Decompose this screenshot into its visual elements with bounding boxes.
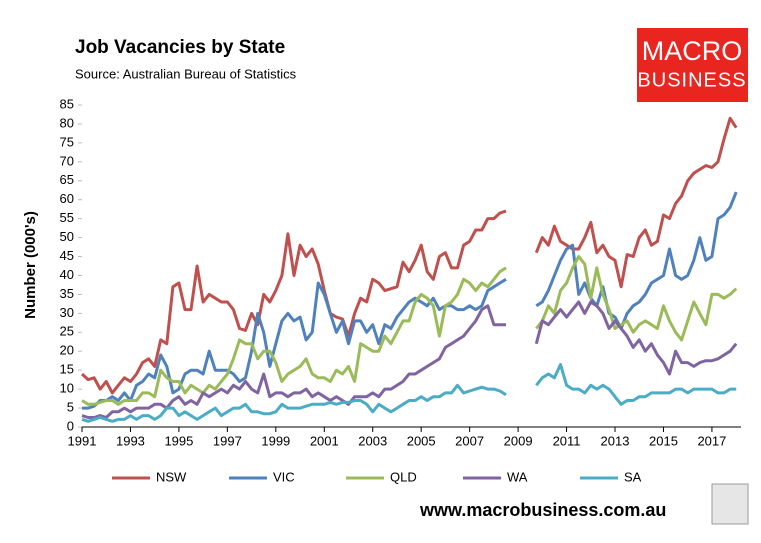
y-tick-label: 75 <box>60 134 74 149</box>
y-tick-label: 35 <box>60 286 74 301</box>
series-line <box>81 255 738 406</box>
y-tick-label: 45 <box>60 248 74 263</box>
logo-box <box>637 28 748 102</box>
y-tick-label: 65 <box>60 172 74 187</box>
legend-label: QLD <box>390 469 417 484</box>
legend-label: WA <box>507 469 528 484</box>
legend-label: SA <box>624 469 642 484</box>
x-tick-label: 2011 <box>553 433 581 448</box>
y-tick-label: 80 <box>60 115 74 130</box>
x-tick-label: 2009 <box>504 433 533 448</box>
y-tick-label: 50 <box>60 229 74 244</box>
footer: www.macrobusiness.com.au <box>419 500 666 520</box>
y-tick-label: 55 <box>60 210 74 225</box>
x-tick-label: 2015 <box>649 433 678 448</box>
chart-subtitle: Source: Australian Bureau of Statistics <box>75 66 297 81</box>
x-tick-label: 2007 <box>455 433 484 448</box>
x-tick-label: 2005 <box>407 433 436 448</box>
y-tick-label: 30 <box>60 305 74 320</box>
logo-text: MACRO <box>642 36 743 66</box>
x-tick-label: 1995 <box>164 433 193 448</box>
series-line <box>82 191 738 410</box>
series-line <box>81 300 738 419</box>
x-tick-label: 2017 <box>697 433 726 448</box>
y-tick-label: 20 <box>60 343 74 358</box>
y-tick-label: 40 <box>60 267 74 282</box>
x-tick-label: 2013 <box>601 433 630 448</box>
chart-title: Job Vacancies by State <box>75 37 285 58</box>
y-tick-label: 0 <box>67 418 74 433</box>
y-tick-label: 5 <box>67 399 74 414</box>
x-tick-label: 1999 <box>261 433 290 448</box>
series-line <box>80 116 738 395</box>
y-tick-label: 15 <box>60 362 74 377</box>
y-tick-label: 85 <box>60 96 74 111</box>
y-tick-label: 70 <box>60 153 74 168</box>
x-tick-label: 1997 <box>213 433 242 448</box>
logo-icon <box>711 483 749 525</box>
x-tick-label: 2001 <box>310 433 339 448</box>
y-tick-label: 25 <box>60 324 74 339</box>
logo-text: BUSINESS <box>637 69 746 91</box>
legend-label: NSW <box>156 469 187 484</box>
x-tick-label: 2003 <box>358 433 387 448</box>
x-tick-label: 1993 <box>116 433 145 448</box>
y-tick-label: 10 <box>60 381 74 396</box>
series-line <box>81 363 737 423</box>
x-tick-label: 1991 <box>68 433 97 448</box>
legend-label: VIC <box>273 469 295 484</box>
y-axis-label: Number (000's) <box>22 211 39 319</box>
y-tick-label: 60 <box>60 191 74 206</box>
